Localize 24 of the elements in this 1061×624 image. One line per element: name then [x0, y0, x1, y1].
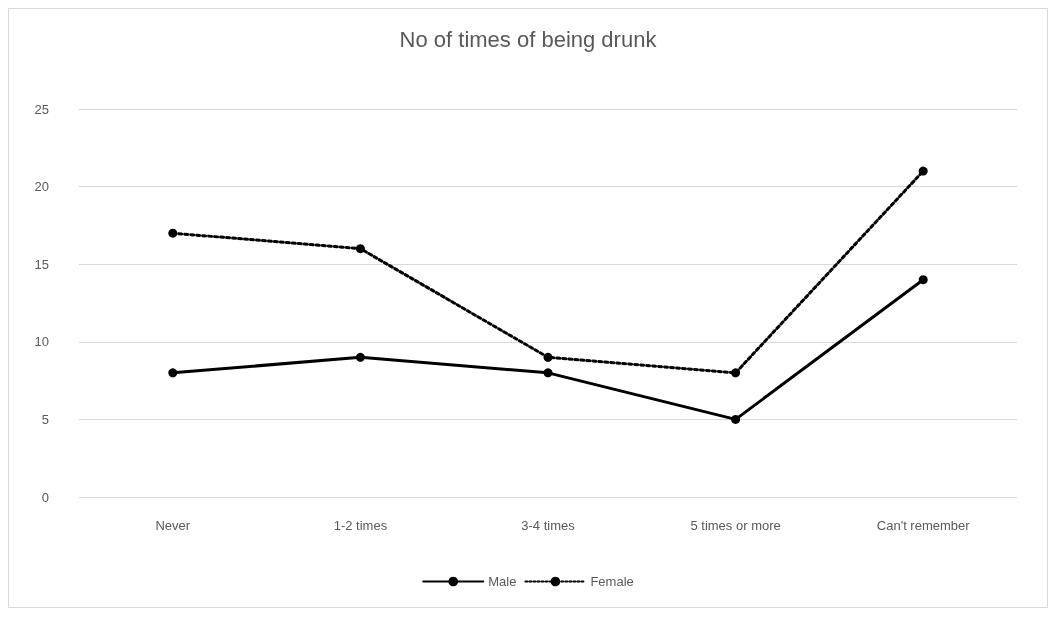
x-tick-label: Never	[155, 518, 191, 533]
y-tick-label: 15	[34, 256, 49, 272]
point	[168, 228, 178, 238]
point	[918, 275, 928, 285]
x-tick-label: 3-4 times	[521, 518, 576, 533]
point	[731, 368, 741, 378]
point	[168, 368, 178, 378]
y-tick-label: 10	[34, 334, 49, 350]
legend-label: Female	[590, 574, 634, 589]
y-tick-label: 5	[41, 411, 49, 427]
y-tick-label: 20	[34, 179, 49, 195]
legend-label: Male	[488, 574, 517, 589]
point	[543, 352, 553, 362]
chart-title: No of times of being drunk	[399, 26, 658, 52]
point	[543, 368, 553, 378]
point	[918, 166, 928, 176]
x-tick-label: 5 times or more	[690, 518, 781, 533]
y-tick-label: 0	[41, 489, 49, 505]
point	[355, 244, 365, 254]
y-tick-label: 25	[34, 101, 49, 117]
point	[731, 414, 741, 424]
x-tick-label: Can't remember	[876, 518, 971, 533]
x-tick-label: 1-2 times	[333, 518, 388, 533]
point	[355, 352, 365, 362]
